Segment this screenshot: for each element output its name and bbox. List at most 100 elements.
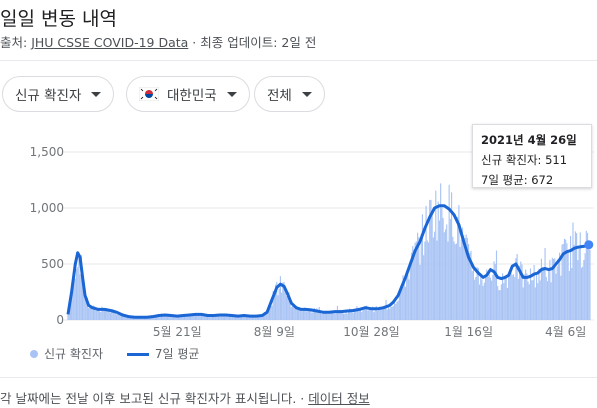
source-link[interactable]: JHU CSSE COVID-19 Data [31, 35, 189, 50]
daily-case-bar [452, 236, 454, 320]
daily-case-bar [225, 314, 227, 320]
daily-case-bar [461, 227, 464, 320]
daily-case-bar [442, 217, 444, 320]
daily-case-bar [289, 302, 291, 320]
daily-case-bar [270, 299, 272, 320]
daily-case-bar [480, 276, 482, 320]
daily-case-bar [545, 276, 547, 320]
daily-case-bar [521, 264, 523, 320]
daily-case-bar [403, 281, 405, 320]
daily-case-bar [143, 317, 146, 320]
daily-case-bar [532, 280, 534, 320]
daily-case-bar [204, 315, 206, 320]
daily-case-bar [356, 306, 358, 320]
daily-case-bar [404, 286, 407, 320]
daily-case-bar [446, 224, 448, 320]
daily-case-bar [520, 261, 522, 320]
daily-case-bar [470, 250, 472, 320]
daily-case-bar [391, 306, 393, 320]
daily-case-bar [510, 269, 512, 320]
daily-case-bar [173, 314, 175, 320]
daily-case-bar [233, 315, 235, 320]
tooltip-average: 7일 평균: 672 [481, 173, 554, 187]
daily-case-bar [447, 241, 449, 320]
daily-case-bar [261, 315, 263, 320]
daily-case-bar [156, 316, 158, 320]
daily-case-bar [105, 309, 107, 320]
daily-case-bar [346, 313, 348, 320]
daily-case-bar [214, 316, 216, 320]
daily-case-bar [301, 311, 303, 320]
daily-case-bar [194, 313, 197, 320]
region-dropdown[interactable]: 대한민국 [126, 76, 250, 112]
daily-case-bar [492, 274, 494, 320]
daily-case-bar [198, 315, 200, 320]
daily-case-bar [315, 311, 317, 320]
daily-case-bar [304, 307, 306, 320]
daily-case-bar [418, 237, 420, 320]
daily-case-bar [124, 314, 126, 320]
daily-case-bar [305, 309, 307, 320]
daily-case-bar [486, 269, 488, 320]
daily-case-bar [372, 306, 374, 320]
daily-case-bar [299, 307, 301, 320]
daily-case-bar [247, 315, 249, 320]
line-legend-icon [126, 353, 149, 356]
daily-case-bar [529, 268, 532, 320]
footer-divider [0, 377, 597, 378]
daily-case-bar [83, 292, 85, 320]
daily-case-bar [77, 267, 79, 320]
daily-case-bar [561, 244, 563, 320]
chevron-down-icon [226, 91, 237, 97]
metric-dropdown[interactable]: 신규 확진자 [2, 76, 115, 112]
data-info-link[interactable]: 데이터 정보 [308, 391, 370, 406]
daily-case-bar [185, 314, 187, 320]
daily-case-bar [328, 311, 330, 320]
daily-case-bar [483, 282, 485, 320]
daily-case-bar [420, 234, 422, 320]
daily-case-bar [415, 241, 417, 320]
daily-case-bar [73, 267, 75, 320]
metric-label: 신규 확진자 [15, 88, 82, 104]
daily-case-bar [476, 267, 478, 320]
daily-case-bar [234, 315, 237, 320]
legend-line-label: 7일 평균 [154, 347, 200, 361]
daily-case-bar [103, 310, 105, 320]
daily-case-bar [478, 284, 481, 320]
y-tick-label: 0 [56, 313, 64, 327]
daily-case-bar [256, 316, 258, 320]
daily-case-bar [342, 313, 345, 320]
daily-case-bar [259, 315, 261, 320]
daily-case-bar [176, 317, 178, 320]
daily-case-bar [585, 230, 587, 320]
daily-case-bar [157, 314, 159, 320]
daily-case-bar [117, 313, 119, 320]
daily-case-bar [578, 248, 580, 320]
daily-case-bar [90, 305, 92, 320]
daily-case-bar [417, 232, 419, 320]
daily-case-bar [414, 242, 416, 320]
y-tick-label: 500 [41, 257, 64, 271]
daily-case-bar [281, 292, 283, 320]
daily-case-bar [373, 312, 375, 320]
daily-case-bar [383, 306, 385, 320]
daily-case-bar [197, 314, 199, 320]
daily-case-bar [500, 284, 502, 320]
period-dropdown[interactable]: 전체 [254, 76, 325, 112]
daily-cases-chart[interactable]: 5월 21일 8월 9일 10월 28일 1월 16일 4월 6일 1,500 1,000… [0, 122, 597, 342]
daily-case-bar [537, 283, 539, 320]
daily-case-bar [527, 281, 529, 320]
daily-case-bar [325, 311, 328, 320]
daily-case-bar [499, 290, 501, 320]
daily-case-bar [437, 201, 439, 320]
daily-case-bar [557, 258, 559, 320]
daily-case-bar [291, 306, 294, 320]
daily-case-bar [307, 308, 309, 320]
daily-case-bar [174, 314, 176, 320]
daily-case-bar [376, 310, 379, 320]
daily-case-bar [88, 307, 90, 320]
x-tick-label: 4월 6일 [545, 325, 586, 339]
daily-case-bar [546, 281, 549, 320]
daily-case-bar [432, 237, 434, 320]
daily-case-bar [145, 317, 147, 320]
